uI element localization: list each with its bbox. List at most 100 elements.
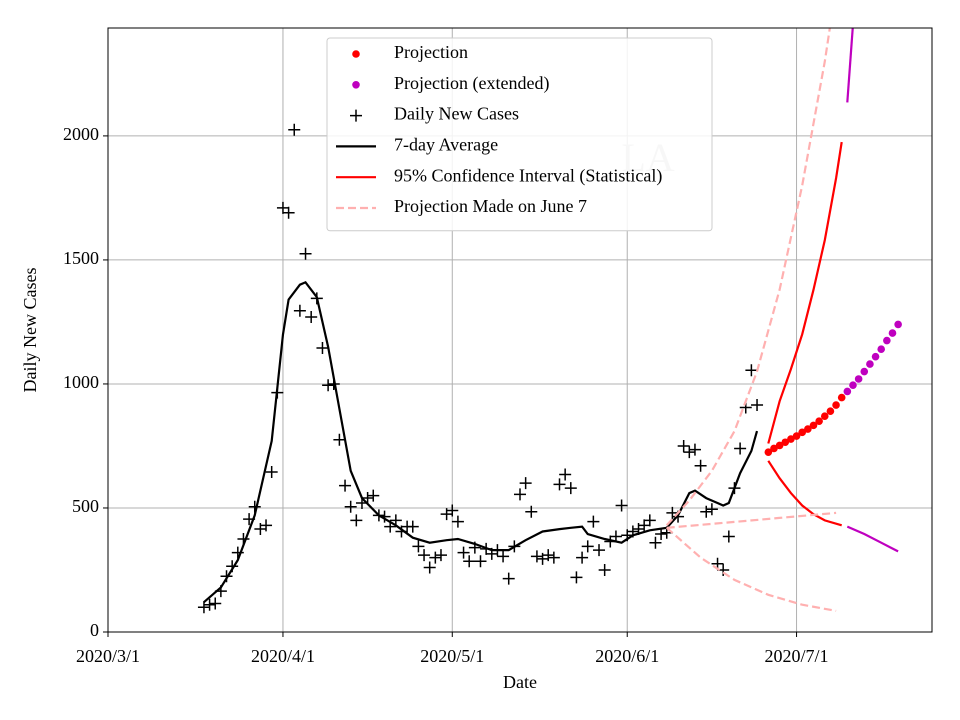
data-point [734, 442, 747, 455]
series-line [846, 28, 854, 103]
legend-label: Projection Made on June 7 [394, 196, 587, 216]
data-point [322, 379, 335, 392]
data-point [451, 515, 464, 528]
data-point [888, 329, 897, 337]
data-point [764, 448, 773, 456]
data-point [643, 514, 656, 527]
data-point [446, 504, 459, 517]
data-point [423, 561, 436, 574]
x-tick-label: 2020/3/1 [76, 646, 140, 666]
data-point [593, 544, 606, 557]
data-point [282, 206, 295, 219]
data-point [722, 530, 735, 543]
series-line [665, 526, 837, 612]
plot-area [197, 28, 902, 614]
data-point [542, 549, 555, 562]
data-point [299, 247, 312, 260]
data-point [745, 364, 758, 377]
data-point [559, 468, 572, 481]
series-line [665, 28, 831, 527]
data-point [547, 551, 560, 564]
data-point [406, 520, 419, 533]
x-tick-label: 2020/6/1 [595, 646, 659, 666]
x-tick-label: 2020/5/1 [420, 646, 484, 666]
legend-label: Projection (extended) [394, 73, 549, 94]
data-point [514, 488, 526, 501]
data-point [576, 551, 589, 564]
data-point [231, 546, 244, 559]
data-point [209, 597, 222, 610]
series-line [767, 141, 843, 444]
data-point [820, 412, 829, 420]
data-point [787, 435, 795, 443]
data-point [502, 572, 515, 585]
data-point [525, 505, 538, 518]
series-line [203, 280, 759, 604]
data-point [434, 549, 447, 562]
x-tick-label: 2020/4/1 [251, 646, 315, 666]
y-tick-label: 500 [72, 496, 99, 516]
data-point [305, 310, 318, 323]
data-point [683, 446, 696, 459]
data-point [203, 598, 216, 611]
data-point [581, 540, 594, 553]
legend-label: Daily New Cases [394, 104, 519, 124]
legend-label: 95% Confidence Interval (Statistical) [394, 165, 662, 186]
data-point [649, 536, 662, 549]
data-point [832, 401, 840, 409]
data-point [871, 352, 880, 361]
data-point [798, 428, 806, 437]
data-point [457, 546, 470, 559]
data-point [655, 528, 668, 541]
data-point [429, 551, 442, 564]
data-point [288, 123, 301, 136]
data-point [615, 499, 628, 512]
data-point [564, 482, 577, 495]
data-point [826, 407, 835, 416]
data-point [781, 438, 790, 447]
data-point [809, 421, 818, 430]
legend-marker [352, 50, 360, 58]
data-point [877, 345, 886, 354]
data-point [497, 550, 510, 563]
data-point [883, 336, 891, 345]
data-point [361, 492, 374, 505]
data-point [770, 444, 778, 453]
data-point [694, 459, 707, 472]
plot-frame [107, 27, 933, 633]
data-point [638, 519, 651, 532]
data-point [837, 393, 846, 402]
y-tick-label: 0 [90, 620, 99, 640]
data-point [344, 500, 357, 513]
data-point [677, 439, 690, 452]
y-axis-label: Daily New Cases [20, 268, 40, 393]
data-point [260, 519, 273, 532]
legend-marker [352, 81, 360, 89]
data-point [316, 341, 329, 354]
legend-marker [350, 109, 362, 122]
data-point [412, 540, 425, 553]
x-axis-label: Date [503, 672, 537, 692]
data-point [276, 201, 289, 214]
y-tick-label: 1500 [63, 248, 99, 268]
x-tick-label: 2020/7/1 [765, 646, 829, 666]
data-point [553, 478, 566, 491]
series-line [767, 460, 843, 527]
data-point [530, 550, 543, 563]
data-point [860, 367, 869, 376]
data-point [843, 387, 852, 396]
data-point [333, 433, 346, 446]
y-tick-label: 2000 [63, 124, 99, 144]
data-point [815, 417, 823, 425]
legend: Projection Projection (extended) Daily New… [326, 37, 713, 232]
data-point [463, 555, 476, 568]
data-point [849, 381, 857, 389]
series-line [846, 525, 899, 553]
data-point [197, 601, 210, 614]
axes: 0 500 1000 1500 2000 2020/3/1 2020/4/1 2020/5/1… [63, 124, 829, 666]
data-point [293, 304, 306, 317]
legend-label: Projection [394, 42, 468, 62]
series-line [666, 511, 837, 529]
data-point [700, 505, 713, 518]
legend-label: 7-day Average [394, 135, 498, 155]
